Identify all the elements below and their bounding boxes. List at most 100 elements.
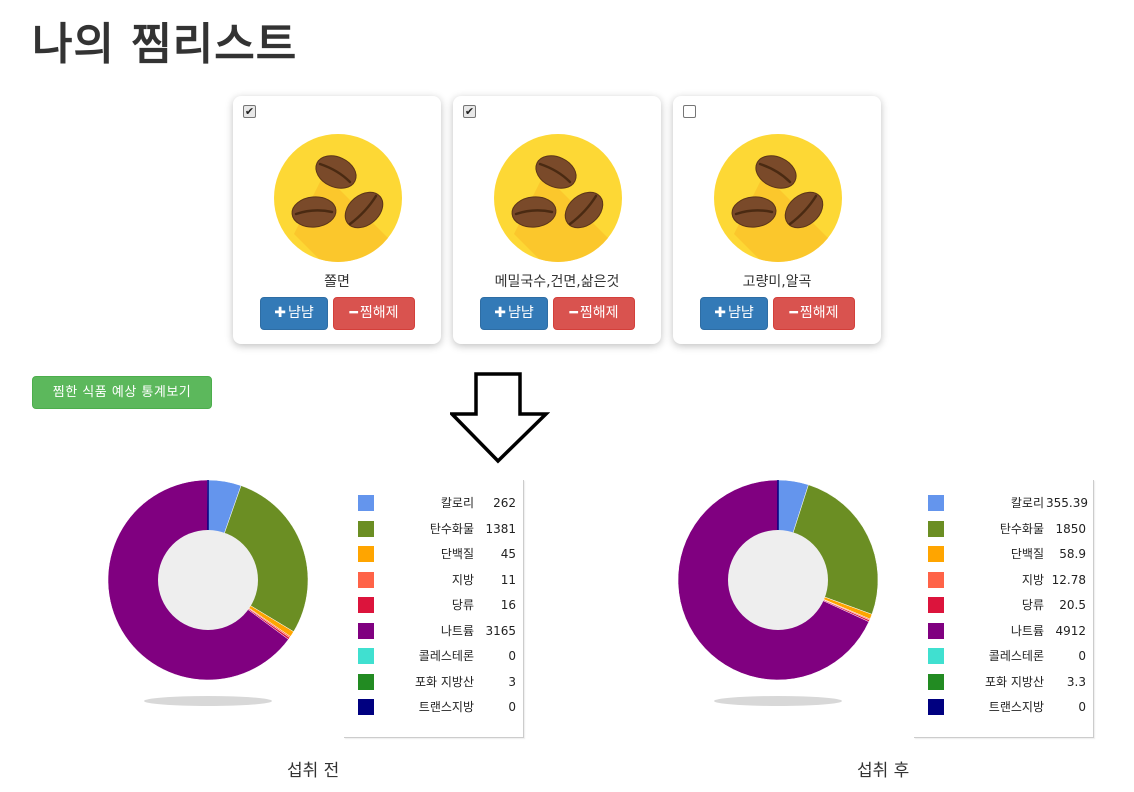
legend-value: 355.39: [1046, 496, 1088, 510]
legend-label: 포화 지방산: [414, 674, 474, 689]
unlike-button[interactable]: ━ 찜해제: [333, 297, 415, 330]
legend-label: 트랜스지방: [418, 700, 474, 714]
legend-item[interactable]: 나트륨 4912: [914, 621, 1094, 641]
legend-item[interactable]: 콜레스테론 0: [344, 646, 524, 666]
pie-slice[interactable]: [207, 485, 309, 633]
legend-item[interactable]: 포화 지방산 3: [344, 672, 524, 692]
eat-button-label: 냠냠: [727, 305, 754, 321]
legend-item[interactable]: 트랜스지방 0: [344, 697, 524, 717]
legend-item[interactable]: 단백질 45: [344, 544, 524, 564]
legend-value: 20.5: [1059, 598, 1086, 612]
eat-button-label: 냠냠: [287, 305, 314, 321]
legend-value: 1381: [485, 521, 516, 536]
legend-item[interactable]: 칼로리 262: [344, 493, 524, 513]
legend-value: 3.3: [1066, 674, 1086, 689]
food-name: 쫄면: [324, 274, 350, 290]
chart-legend: 칼로리 355.39 탄수화물 1850 단백질 58.9 지방 12.78 당…: [914, 480, 1094, 738]
legend-label: 탄수화물: [429, 521, 474, 536]
view-stats-button[interactable]: 찜한 식품 예상 통계보기: [32, 376, 212, 409]
legend-item[interactable]: 당류 20.5: [914, 595, 1094, 615]
legend-swatch: [358, 673, 374, 690]
coffee-beans-icon: [494, 134, 622, 262]
chart-title: 섭취 전: [287, 761, 340, 781]
legend-value: 12.78: [1051, 572, 1086, 587]
legend-label: 나트륨: [440, 623, 474, 638]
legend-value: 3165: [485, 623, 516, 638]
legend-item[interactable]: 포화 지방산 3.3: [914, 672, 1094, 692]
legend-swatch: [358, 495, 374, 511]
legend-label: 포화 지방산: [984, 674, 1044, 689]
legend-item[interactable]: 지방 12.78: [914, 570, 1094, 590]
chart-shadow: [144, 696, 272, 706]
chart-legend: 칼로리 262 탄수화물 1381 단백질 45 지방 11 당류 16 나트륨…: [344, 480, 524, 738]
legend-label: 단백질: [440, 547, 474, 561]
select-checkbox[interactable]: [683, 105, 696, 118]
coffee-beans-icon: [714, 134, 842, 262]
legend-value: 3: [508, 674, 516, 689]
legend-label: 단백질: [1010, 547, 1044, 561]
legend-swatch: [928, 673, 944, 690]
plus-icon: ✚: [714, 305, 726, 321]
legend-value: 16: [500, 598, 516, 612]
eat-button[interactable]: ✚ 냠냠: [480, 297, 548, 330]
coffee-beans-icon: [274, 134, 402, 262]
legend-label: 트랜스지방: [988, 700, 1044, 714]
food-card: 고량미,알곡 ✚ 냠냠 ━ 찜해제: [673, 96, 881, 344]
legend-value: 1850: [1055, 521, 1086, 536]
legend-label: 탄수화물: [999, 521, 1044, 536]
unlike-button-label: 찜해제: [579, 305, 619, 321]
legend-item[interactable]: 트랜스지방 0: [914, 697, 1094, 717]
legend-swatch: [928, 546, 944, 562]
legend-value: 0: [508, 649, 516, 663]
legend-value: 58.9: [1059, 547, 1086, 561]
legend-item[interactable]: 칼로리 355.39: [914, 493, 1094, 513]
legend-swatch: [928, 571, 944, 588]
legend-swatch: [358, 546, 374, 562]
legend-value: 4912: [1055, 623, 1086, 638]
unlike-button-label: 찜해제: [799, 305, 839, 321]
page-title: 나의 찜리스트: [32, 19, 298, 70]
donut-chart-svg: [678, 479, 879, 706]
legend-item[interactable]: 단백질 58.9: [914, 544, 1094, 564]
legend-value: 0: [508, 700, 516, 714]
plus-icon: ✚: [494, 305, 506, 321]
legend-value: 0: [1078, 649, 1086, 663]
legend-value: 11: [500, 572, 516, 587]
legend-label: 칼로리: [1010, 496, 1044, 510]
eat-button[interactable]: ✚ 냠냠: [700, 297, 768, 330]
unlike-button[interactable]: ━ 찜해제: [553, 297, 635, 330]
eat-button[interactable]: ✚ 냠냠: [260, 297, 328, 330]
legend-label: 지방: [451, 572, 474, 587]
select-checkbox[interactable]: ✔: [243, 105, 256, 118]
legend-value: 262: [493, 496, 516, 510]
donut-chart-svg: [108, 479, 309, 706]
chart-title: 섭취 후: [857, 761, 910, 781]
legend-item[interactable]: 나트륨 3165: [344, 621, 524, 641]
legend-label: 지방: [1021, 572, 1044, 587]
donut-hole: [158, 530, 258, 630]
legend-label: 콜레스테론: [418, 649, 474, 663]
legend-swatch: [358, 699, 374, 715]
legend-item[interactable]: 당류 16: [344, 595, 524, 615]
food-card: ✔ 메밀국수,건면,삶은것 ✚ 냠냠 ━ 찜해제: [453, 96, 661, 344]
unlike-button-label: 찜해제: [359, 305, 399, 321]
legend-value: 45: [500, 547, 516, 561]
select-checkbox[interactable]: ✔: [463, 105, 476, 118]
minus-icon: ━: [349, 305, 358, 321]
legend-swatch: [358, 597, 374, 613]
food-name: 고량미,알곡: [742, 274, 812, 290]
unlike-button[interactable]: ━ 찜해제: [773, 297, 855, 330]
plus-icon: ✚: [274, 305, 286, 321]
legend-label: 칼로리: [440, 496, 474, 510]
legend-item[interactable]: 탄수화물 1850: [914, 519, 1094, 539]
legend-label: 콜레스테론: [988, 649, 1044, 663]
legend-item[interactable]: 지방 11: [344, 570, 524, 590]
food-name: 메밀국수,건면,삶은것: [494, 274, 620, 290]
legend-swatch: [928, 648, 944, 664]
minus-icon: ━: [789, 305, 798, 321]
legend-item[interactable]: 콜레스테론 0: [914, 646, 1094, 666]
legend-swatch: [358, 622, 374, 639]
legend-item[interactable]: 탄수화물 1381: [344, 519, 524, 539]
legend-label: 당류: [1021, 598, 1044, 612]
legend-value: 0: [1078, 700, 1086, 714]
